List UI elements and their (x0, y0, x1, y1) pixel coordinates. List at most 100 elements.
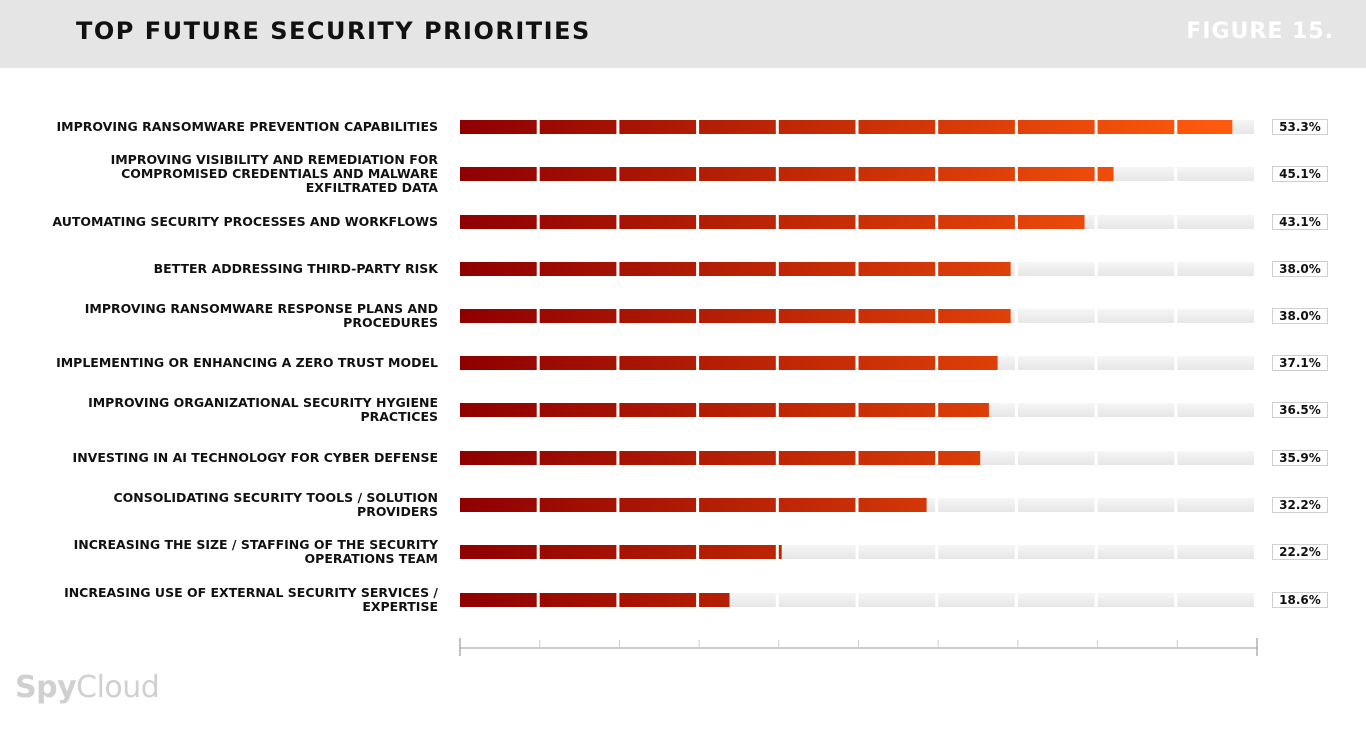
bar-segment (699, 309, 776, 323)
bar-segment (778, 356, 856, 370)
value-label: 43.1% (1272, 214, 1328, 230)
bar-segment (858, 498, 927, 512)
value-label: 37.1% (1272, 355, 1328, 371)
bar-track-segment (1017, 593, 1095, 607)
bar-segment (619, 403, 697, 417)
bar-segment (699, 451, 776, 465)
value-label: 18.6% (1272, 592, 1328, 608)
page-title: TOP FUTURE SECURITY PRIORITIES (76, 17, 591, 45)
bar-segment (699, 356, 776, 370)
bar-segment (778, 262, 856, 276)
bar-segment (699, 545, 776, 559)
bar-segment (938, 215, 1015, 229)
bar-segment (778, 167, 856, 181)
value-label: 35.9% (1272, 450, 1328, 466)
bar-segment (460, 120, 537, 134)
bar-track-segment (1017, 356, 1095, 370)
bar-segment (460, 309, 537, 323)
bar-segment (1097, 120, 1175, 134)
bar-segment (858, 403, 936, 417)
bar-track-segment (1097, 451, 1175, 465)
bar-segment (938, 262, 1011, 276)
bar-segment (539, 593, 617, 607)
bar-segment (1017, 215, 1085, 229)
bar-segment (460, 545, 537, 559)
bar-track-segment (938, 498, 1015, 512)
bar (460, 593, 730, 607)
bar-segment (699, 262, 776, 276)
bar-segment (858, 451, 936, 465)
bar-segment (539, 120, 617, 134)
spycloud-logo: SpyCloud (15, 670, 160, 705)
category-label: AUTOMATING SECURITY PROCESSES AND WORKFL… (52, 214, 438, 229)
bar-track-segment (1017, 262, 1095, 276)
bar (460, 262, 1011, 276)
header-bar: TOP FUTURE SECURITY PRIORITIES FIGURE 15… (0, 0, 1366, 68)
bar-segment (938, 167, 1015, 181)
bar (460, 545, 782, 559)
bar-track-segment (858, 545, 936, 559)
bar-segment (938, 356, 998, 370)
bar-segment (619, 309, 697, 323)
bar-segment (539, 356, 617, 370)
category-label: INCREASING THE SIZE / STAFFING OF THE SE… (73, 537, 438, 566)
bar-track-segment (1097, 403, 1175, 417)
bar-track-segment (1177, 498, 1254, 512)
bar-track-segment (1017, 545, 1095, 559)
bar-segment (619, 498, 697, 512)
bar-segment (460, 262, 537, 276)
bar-segment (778, 403, 856, 417)
bar-segment (1017, 120, 1095, 134)
bar-track-segment (858, 593, 936, 607)
bar-segment (938, 309, 1011, 323)
bar-segment (1177, 120, 1233, 134)
bar-segment (778, 451, 856, 465)
bar-segment (778, 215, 856, 229)
bar-segment (858, 356, 936, 370)
bar-track-segment (1177, 167, 1254, 181)
bar-segment (539, 309, 617, 323)
bar-track-segment (1017, 451, 1095, 465)
bar-track-segment (1177, 593, 1254, 607)
bar-segment (619, 593, 697, 607)
bar (460, 120, 1233, 134)
bar-track-segment (1017, 403, 1095, 417)
value-label: 22.2% (1272, 544, 1328, 560)
bar-segment (699, 167, 776, 181)
bar-track-segment (1097, 262, 1175, 276)
bar-segment (539, 215, 617, 229)
bar-segment (699, 593, 730, 607)
bar (460, 309, 1011, 323)
bar (460, 167, 1114, 181)
category-label: BETTER ADDRESSING THIRD-PARTY RISK (153, 261, 438, 276)
bar-track-segment (1017, 498, 1095, 512)
value-label: 38.0% (1272, 308, 1328, 324)
bar-segment (460, 498, 537, 512)
bar-segment (1097, 167, 1114, 181)
bar-segment (858, 215, 936, 229)
bar-track-segment (1097, 215, 1175, 229)
bar-segment (460, 593, 537, 607)
category-label: CONSOLIDATING SECURITY TOOLS / SOLUTION … (113, 490, 439, 519)
bar-segment (619, 120, 697, 134)
category-label: IMPLEMENTING OR ENHANCING A ZERO TRUST M… (56, 355, 438, 370)
bar-segment (539, 498, 617, 512)
bar-segment (778, 309, 856, 323)
category-label: IMPROVING VISIBILITY AND REMEDIATION FOR… (110, 152, 438, 195)
value-label: 38.0% (1272, 261, 1328, 277)
bar-segment (539, 403, 617, 417)
bar-segment (699, 120, 776, 134)
bar-segment (938, 120, 1015, 134)
value-label: 32.2% (1272, 497, 1328, 513)
bar-segment (460, 167, 537, 181)
bar-segment (539, 545, 617, 559)
value-label: 53.3% (1272, 119, 1328, 135)
bar-segment (619, 545, 697, 559)
value-label: 45.1% (1272, 166, 1328, 182)
value-label: 36.5% (1272, 402, 1328, 418)
bar-track-segment (1017, 309, 1095, 323)
bar-track-segment (1177, 545, 1254, 559)
bar-track-segment (778, 593, 856, 607)
bar-track-segment (938, 593, 1015, 607)
bar-segment (460, 403, 537, 417)
